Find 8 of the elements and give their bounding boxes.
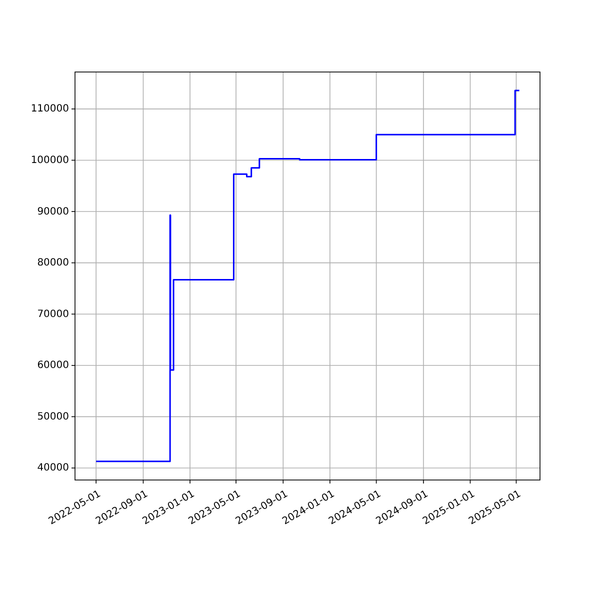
y-tick-label: 110000	[30, 104, 69, 115]
y-tick-label: 60000	[37, 360, 69, 372]
y-tick-label: 100000	[30, 154, 69, 166]
y-tick-label: 50000	[37, 411, 69, 422]
y-tick-label: 80000	[37, 258, 69, 269]
y-tick-label: 90000	[37, 206, 69, 218]
y-tick-label: 40000	[37, 462, 69, 474]
y-tick-label: 70000	[37, 308, 69, 320]
